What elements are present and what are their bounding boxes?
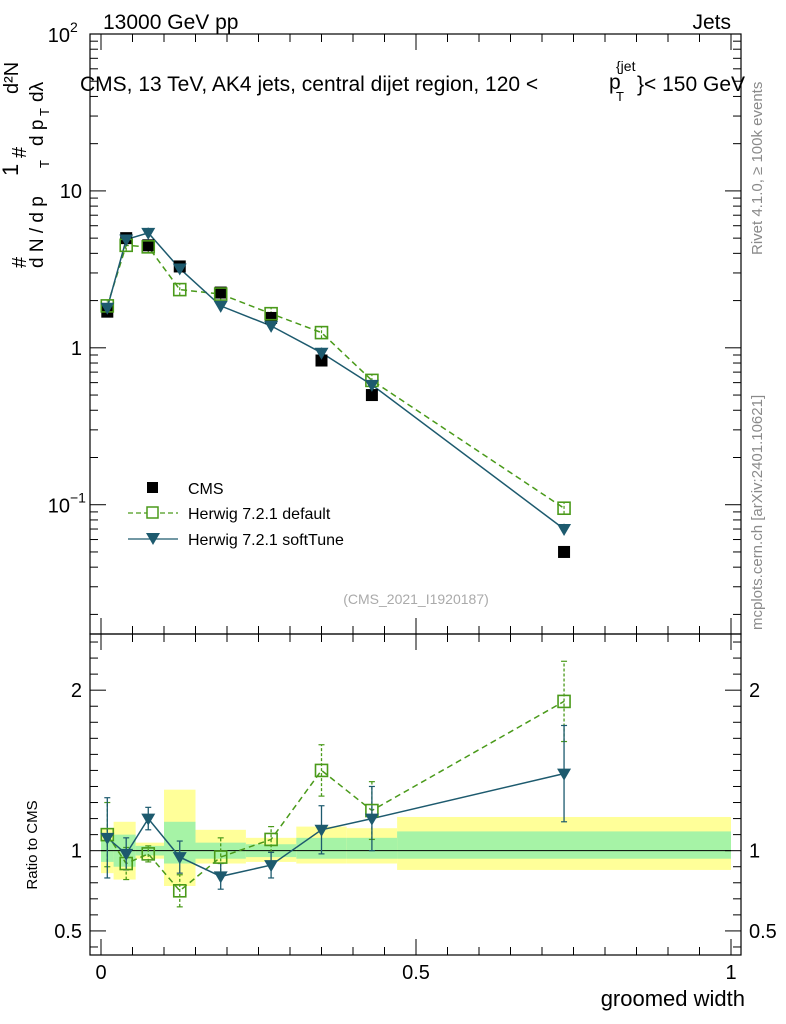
softtune-point xyxy=(364,379,379,392)
default-point xyxy=(141,240,156,254)
ratio-default-point xyxy=(141,847,156,861)
softtune-point xyxy=(314,347,329,360)
side-text-bottom: mcplots.cern.ch [arXiv:2401.10621] xyxy=(749,395,766,630)
y-label-hash1: # xyxy=(9,256,31,268)
ratio-softtune-point xyxy=(100,832,115,845)
y-label-dp-sub: T xyxy=(37,108,52,116)
legend-marker-default xyxy=(146,506,159,519)
ratio-y-tick-label: 2 xyxy=(71,680,82,702)
main-y-tick-label: 10 xyxy=(48,496,70,518)
legend-label-softtune: Herwig 7.2.1 softTune xyxy=(188,532,344,549)
default-point xyxy=(172,282,187,297)
ratio-y-axis-label: Ratio to CMS xyxy=(24,800,41,889)
cms-point xyxy=(142,239,155,252)
watermark: (CMS_2021_I1920187) xyxy=(343,591,489,607)
ratio-y-tick-label: 0.5 xyxy=(54,921,82,943)
ratio-softtune-point xyxy=(141,813,156,826)
default-point xyxy=(264,306,278,321)
side-text-top: Rivet 4.1.0, ≥ 100k events xyxy=(749,82,766,255)
ratio-softtune-point xyxy=(172,852,187,865)
ratio-softtune-point xyxy=(119,848,134,861)
softtune-point xyxy=(100,302,115,315)
main-y-tick-exponent: 2 xyxy=(70,19,78,35)
ratio-default-point xyxy=(314,763,329,778)
y-label-dn: d N / d p xyxy=(27,196,48,268)
ratio-softtune-point xyxy=(213,871,228,884)
cms-point xyxy=(315,354,328,367)
x-tick-label: 0.5 xyxy=(402,962,430,984)
default-point xyxy=(557,501,571,516)
ratio-softtune-point xyxy=(314,824,329,837)
x-axis-label: groomed width xyxy=(601,986,745,1011)
header-left: 13000 GeV pp xyxy=(103,11,238,34)
plot-title: CMS, 13 TeV, AK4 jets, central dijet reg… xyxy=(80,58,745,104)
ratio-plot-area: 0.5 0.5 1 1 2 2 0 0.5 1 xyxy=(54,633,777,984)
legend-label-cms: CMS xyxy=(188,481,224,498)
main-y-tick-label: 1 xyxy=(71,338,82,360)
x-tick-label: 1 xyxy=(725,962,736,984)
x-tick-label: 0 xyxy=(95,962,106,984)
ratio-default-point xyxy=(557,694,571,709)
ratio-softtune-point xyxy=(557,768,572,781)
main-y-tick-exponent: −1 xyxy=(70,490,86,506)
ratio-default-line xyxy=(106,700,565,892)
default-point xyxy=(314,325,329,340)
softtune-point xyxy=(119,234,134,247)
legend: CMS Herwig 7.2.1 default Herwig 7.2.1 so… xyxy=(128,481,344,549)
legend-label-default: Herwig 7.2.1 default xyxy=(188,506,331,523)
ratio-default-point xyxy=(172,883,187,898)
ratio-default-point xyxy=(213,850,228,864)
softtune-point xyxy=(172,263,187,276)
series-default-line xyxy=(106,244,565,509)
y-label-dn-sub: T xyxy=(37,160,52,168)
y-label-hash2: # xyxy=(9,146,31,158)
default-point xyxy=(213,287,228,301)
main-y-axis-label: # 1 d N / d p T # d²N d p T dλ xyxy=(0,62,52,268)
cms-point xyxy=(365,389,378,402)
softtune-point xyxy=(141,227,156,240)
ratio-softtune-point xyxy=(364,813,379,826)
cms-point xyxy=(214,286,227,299)
plot-title-sub: T xyxy=(616,89,624,104)
header-right: Jets xyxy=(692,11,731,34)
y-label-dlambda: dλ xyxy=(27,81,48,102)
plot-title-pt: p xyxy=(609,71,621,94)
y-label-one: 1 xyxy=(0,164,23,176)
ratio-y-tick-label-right: 2 xyxy=(749,680,760,702)
plot-title-sup: {jet xyxy=(616,58,636,74)
legend-marker-softtune xyxy=(146,533,160,545)
main-y-tick-label: 10 xyxy=(60,181,82,203)
cms-point xyxy=(558,545,571,558)
ratio-y-tick-label-right: 1 xyxy=(749,841,760,863)
main-y-tick-label: 10 xyxy=(48,25,70,47)
plot-title-tail: }< 150 GeV xyxy=(637,73,745,96)
softtune-point xyxy=(557,524,572,537)
ratio-y-tick-label-right: 0.5 xyxy=(749,921,777,943)
y-label-d2n: d²N xyxy=(1,62,23,94)
softtune-point xyxy=(213,300,228,313)
softtune-point xyxy=(264,320,279,333)
ratio-default-point xyxy=(264,832,278,847)
ratio-band-inner xyxy=(397,831,731,859)
plot-title-main: CMS, 13 TeV, AK4 jets, central dijet reg… xyxy=(80,73,538,96)
ratio-softtune-point xyxy=(264,860,279,873)
legend-marker-cms xyxy=(147,482,158,493)
ratio-y-tick-label: 1 xyxy=(71,841,82,863)
y-label-dp: d p xyxy=(27,120,48,146)
